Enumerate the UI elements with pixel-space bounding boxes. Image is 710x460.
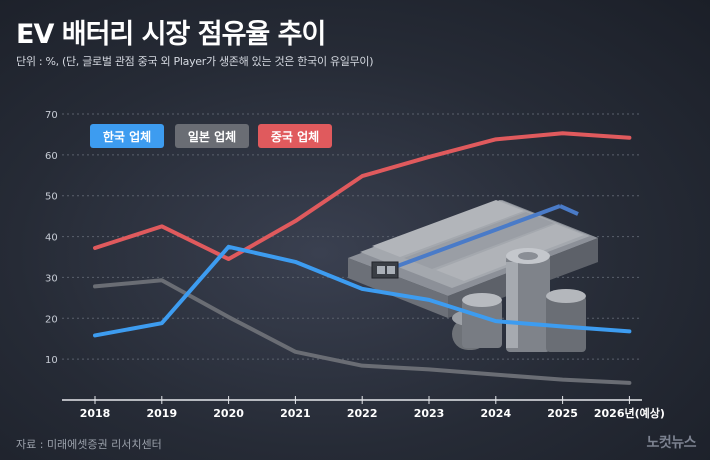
y-tick-label: 70 (45, 110, 58, 121)
battery-pack-image (348, 200, 598, 352)
publisher-logo: 노컷뉴스 (646, 435, 696, 451)
x-tick-label: 2024 (480, 407, 511, 420)
legend-label-1: 일본 업체 (188, 129, 236, 144)
x-tick-label: 2019 (146, 407, 177, 420)
legend-swatch-1 (175, 124, 249, 148)
x-tick-label: 2021 (280, 407, 311, 420)
y-tick-label: 20 (45, 314, 58, 325)
x-tick-label: 2025 (547, 407, 578, 420)
x-tick-label: 2022 (347, 407, 378, 420)
source-note: 자료 : 미래에셋증권 리서치센터 (16, 438, 162, 451)
x-tick-label: 2018 (80, 407, 111, 420)
x-tick-label: 2026년(예상) (594, 406, 665, 420)
legend-swatch-2 (258, 124, 332, 148)
y-tick-label: 50 (45, 192, 58, 203)
legend-swatch-0 (90, 124, 164, 148)
series-lines (93, 131, 632, 385)
y-tick-label: 10 (45, 355, 58, 366)
y-tick-label: 60 (45, 151, 58, 162)
series-line-1 (93, 278, 632, 385)
x-tick-label: 2020 (213, 407, 244, 420)
series-line-2 (93, 131, 632, 262)
y-tick-label: 30 (45, 273, 58, 284)
axes: 10 20 30 40 50 60 70 2018 2019 2020 2021 2022 2023 20… (45, 110, 665, 420)
legend: 한국 업체 일본 업체 중국 업체 (90, 124, 332, 148)
chart-subtitle: 단위 : %, (단, 글로벌 관점 중국 외 Player가 생존해 있는 것… (16, 55, 374, 68)
chart-title: EV 배터리 시장 점유율 추이 (16, 19, 326, 50)
x-tick-label: 2023 (414, 407, 445, 420)
series-line-0 (93, 244, 632, 338)
y-tick-label: 40 (45, 233, 58, 244)
legend-label-0: 한국 업체 (103, 129, 151, 144)
legend-label-2: 중국 업체 (271, 129, 319, 144)
